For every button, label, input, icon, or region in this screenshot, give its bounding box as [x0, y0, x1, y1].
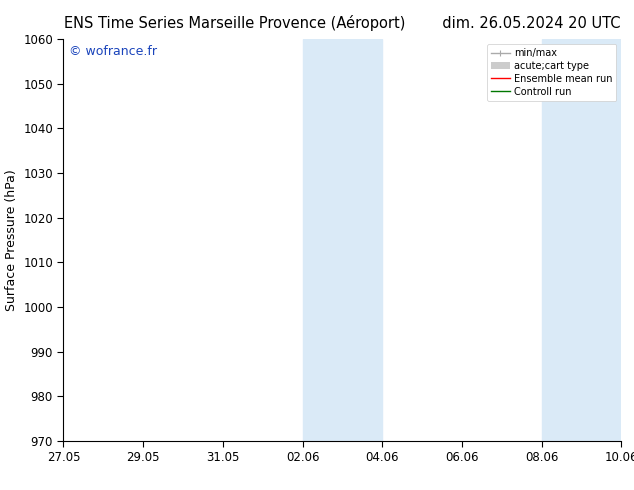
Title: ENS Time Series Marseille Provence (Aéroport)        dim. 26.05.2024 20 UTC: ENS Time Series Marseille Provence (Aéro…: [64, 15, 621, 31]
Text: © wofrance.fr: © wofrance.fr: [69, 45, 157, 58]
Bar: [302, 39, 382, 441]
Bar: [541, 39, 621, 441]
Legend: min/max, acute;cart type, Ensemble mean run, Controll run: min/max, acute;cart type, Ensemble mean …: [487, 44, 616, 100]
Y-axis label: Surface Pressure (hPa): Surface Pressure (hPa): [4, 169, 18, 311]
